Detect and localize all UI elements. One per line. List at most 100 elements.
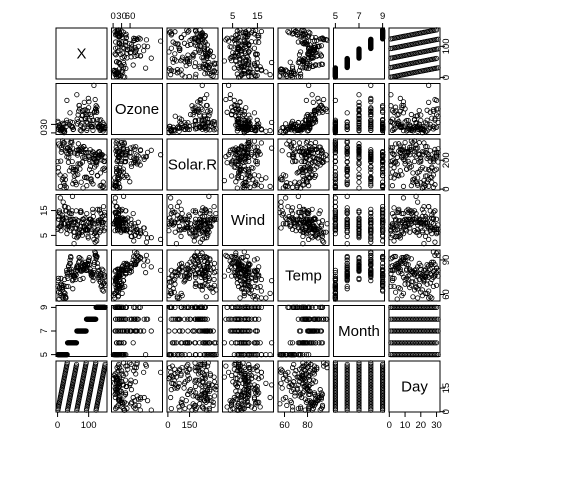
data-point <box>344 233 350 239</box>
data-point <box>435 106 441 112</box>
panel-ozone-vs-temp <box>277 82 330 136</box>
data-point <box>185 120 191 126</box>
data-point <box>246 140 252 146</box>
panel-solar-r-vs-temp <box>277 138 330 191</box>
panel-frame <box>222 83 274 135</box>
data-point <box>310 99 316 105</box>
data-point <box>190 112 196 118</box>
data-point <box>233 145 239 151</box>
data-point <box>128 161 134 167</box>
data-point <box>192 74 198 80</box>
data-point <box>201 46 208 52</box>
data-point <box>279 125 285 131</box>
data-point <box>356 118 362 125</box>
data-point <box>143 37 150 43</box>
data-point <box>137 53 144 59</box>
variable-label: Ozone <box>115 101 159 118</box>
data-point <box>170 59 176 65</box>
data-point <box>393 108 399 114</box>
data-point <box>68 150 74 156</box>
data-point <box>263 128 269 134</box>
data-point <box>132 146 138 152</box>
data-point <box>388 103 394 109</box>
panel-month-vs-temp <box>277 304 330 358</box>
data-point <box>256 173 262 179</box>
data-point <box>168 45 174 51</box>
data-point <box>287 59 293 65</box>
data-point <box>356 92 362 98</box>
data-point <box>221 178 227 184</box>
data-point <box>389 183 396 189</box>
panel-solar-r-vs-wind <box>221 138 275 191</box>
data-point <box>137 147 144 153</box>
data-point <box>148 264 154 270</box>
data-point <box>303 97 309 103</box>
data-point <box>229 173 235 179</box>
data-point <box>368 127 374 133</box>
data-point <box>135 153 141 159</box>
data-point <box>73 179 79 185</box>
data-point <box>419 126 425 132</box>
data-point <box>181 316 188 322</box>
data-point <box>80 275 86 281</box>
data-point <box>197 63 203 69</box>
data-point <box>170 39 176 45</box>
data-point <box>286 152 292 158</box>
data-point <box>344 119 350 126</box>
data-point <box>178 233 184 239</box>
data-point <box>130 340 136 346</box>
data-point <box>318 53 324 59</box>
data-point <box>308 233 314 239</box>
data-point <box>166 68 172 74</box>
data-point <box>368 106 374 112</box>
data-point <box>211 60 217 66</box>
data-point <box>100 288 107 294</box>
data-point <box>391 205 397 211</box>
data-point <box>307 157 313 163</box>
data-point <box>127 149 133 156</box>
data-point <box>244 141 250 147</box>
data-point <box>243 176 249 182</box>
data-point <box>178 67 184 73</box>
data-point <box>192 104 198 110</box>
data-point <box>433 112 440 118</box>
panel-month-vs-day <box>388 304 441 358</box>
data-point <box>62 176 68 183</box>
data-point <box>226 82 232 88</box>
data-point <box>318 43 324 49</box>
data-point <box>90 149 96 155</box>
data-point <box>120 166 126 172</box>
data-point <box>58 158 64 164</box>
data-point <box>224 160 230 166</box>
data-point <box>237 125 243 131</box>
data-point <box>394 154 400 160</box>
data-point <box>368 96 374 103</box>
data-point <box>309 92 315 98</box>
data-point <box>278 175 284 181</box>
data-point <box>186 73 192 80</box>
data-point <box>90 127 96 133</box>
data-point <box>229 104 235 110</box>
data-point <box>234 71 240 77</box>
data-point <box>254 158 260 165</box>
data-point <box>263 295 269 301</box>
data-point <box>380 108 386 114</box>
data-point <box>92 96 98 103</box>
data-point <box>148 55 154 61</box>
data-point <box>356 46 362 52</box>
data-point <box>332 154 338 160</box>
data-point <box>95 173 101 179</box>
panel-wind-vs-x <box>55 193 108 247</box>
data-point <box>66 154 72 160</box>
data-point <box>82 116 89 122</box>
panel-wind-vs-month <box>332 193 386 247</box>
data-point <box>368 99 374 105</box>
data-point <box>69 158 75 165</box>
data-point <box>411 117 418 123</box>
data-point <box>185 55 191 62</box>
data-point <box>117 184 123 190</box>
variable-label: Month <box>338 323 380 340</box>
variable-label: Wind <box>231 212 265 229</box>
data-point <box>187 111 194 118</box>
